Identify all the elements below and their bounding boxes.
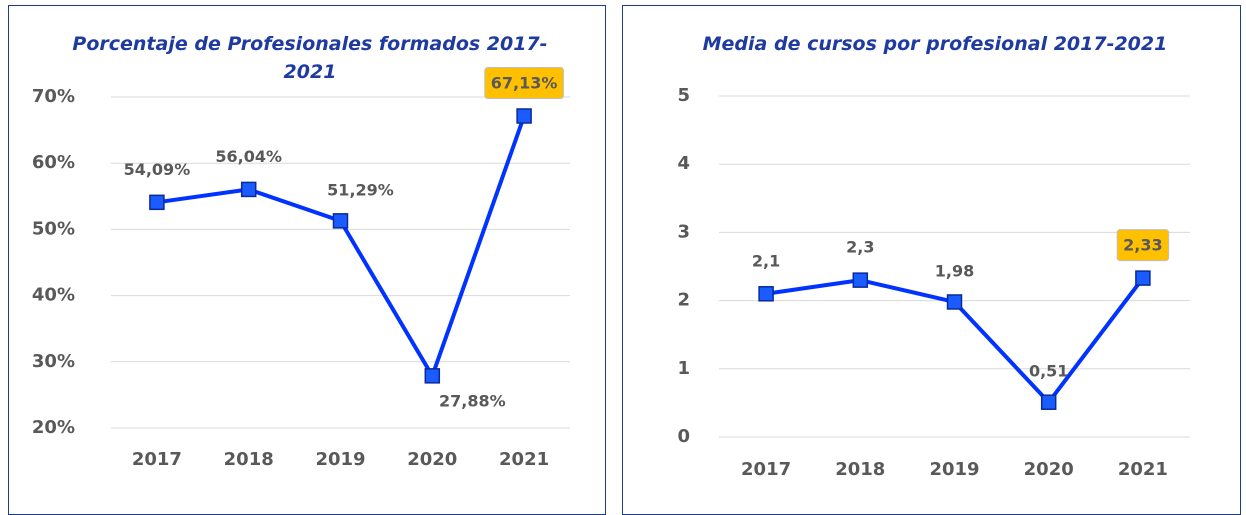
data-label: 51,29%: [327, 180, 394, 199]
marker: [516, 108, 532, 124]
x-tick-label: 2019: [929, 459, 979, 480]
data-label: 0,51: [1029, 362, 1068, 381]
data-label: 67,13%: [491, 73, 558, 92]
y-tick-label: 2: [677, 290, 690, 311]
x-tick-label: 2019: [315, 449, 365, 470]
y-tick-label: 30%: [32, 351, 75, 372]
y-tick-label: 3: [677, 221, 690, 242]
x-tick-label: 2018: [224, 449, 274, 470]
data-label: 56,04%: [215, 147, 282, 166]
line: [156, 115, 526, 378]
marker: [852, 272, 869, 288]
marker: [946, 294, 963, 310]
marker: [758, 286, 774, 302]
data-label: 1,98: [935, 261, 974, 280]
x-tick-label: 2018: [835, 459, 885, 480]
x-tick-label: 2017: [132, 449, 182, 470]
chart-title: Porcentaje de Profesionales formados 201…: [72, 33, 548, 83]
y-tick-label: 20%: [32, 417, 75, 438]
y-tick-label: 60%: [32, 152, 75, 173]
label-box: [1116, 229, 1170, 262]
chart-title: Media de cursos por profesional 2017-202…: [702, 33, 1168, 55]
label-box: [484, 66, 564, 99]
x-tick-label: 2021: [499, 449, 549, 470]
x-tick-label: 2021: [1118, 459, 1168, 480]
y-tick-label: 0: [677, 426, 690, 447]
y-tick-label: 50%: [32, 218, 75, 239]
marker: [1135, 270, 1151, 286]
y-tick-label: 70%: [32, 86, 75, 107]
x-tick-label: 2017: [741, 459, 791, 480]
data-label: 2,1: [752, 251, 780, 270]
marker: [149, 194, 165, 211]
y-tick-label: 5: [677, 85, 690, 106]
data-label: 27,88%: [439, 391, 506, 410]
marker: [332, 213, 349, 229]
y-tick-label: 1: [677, 358, 690, 379]
y-tick-label: 4: [677, 153, 690, 174]
data-label: 2,3: [846, 238, 874, 257]
x-tick-label: 2020: [407, 449, 457, 470]
marker: [240, 181, 257, 198]
data-label: 54,09%: [124, 160, 191, 179]
marker: [424, 368, 441, 384]
data-label: 2,33: [1123, 236, 1162, 255]
marker: [1040, 394, 1057, 410]
y-tick-label: 40%: [32, 285, 75, 306]
x-tick-label: 2020: [1024, 459, 1074, 480]
